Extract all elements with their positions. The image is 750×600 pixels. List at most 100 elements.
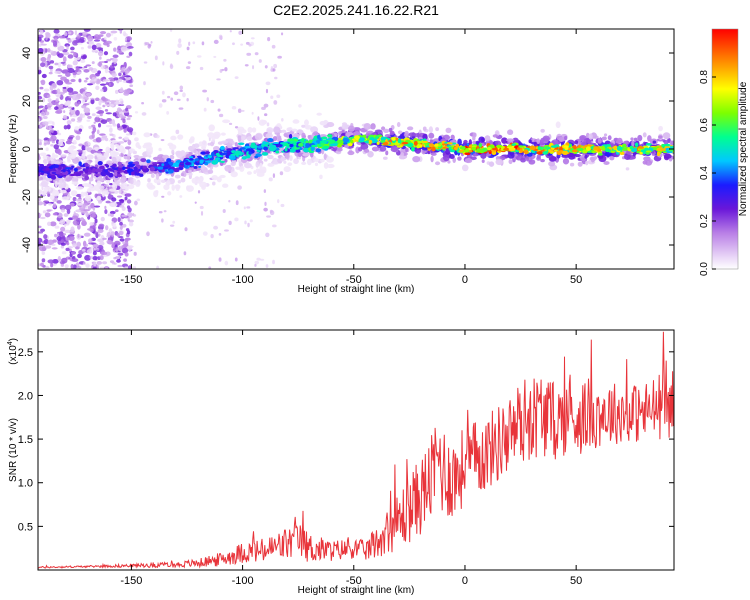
- ridge-halo-blob: [93, 147, 100, 151]
- noise-blob: [79, 217, 84, 221]
- noise-blob: [60, 242, 66, 246]
- ridge-core-blob: [45, 167, 50, 172]
- noise-blob: [126, 55, 131, 58]
- ridge-halo-blob: [528, 159, 536, 165]
- ridge-halo-blob: [568, 153, 576, 160]
- noise-blob: [56, 200, 62, 204]
- noise-blob: [77, 224, 81, 230]
- noise-blob: [222, 208, 226, 214]
- ridge-halo-blob: [162, 154, 170, 159]
- noise-blob: [52, 40, 58, 47]
- ridge-core-blob: [157, 166, 164, 170]
- noise-blob: [158, 103, 163, 108]
- ridge-halo-blob: [38, 176, 44, 181]
- snr-panel: -150 -100 -50 0 50 0.5 1.0 1.5 2.0 2.5 Height of…: [7, 329, 675, 596]
- noise-blob: [38, 66, 41, 71]
- noise-blob: [124, 252, 129, 257]
- noise-blob: [117, 217, 121, 223]
- ridge-core-blob: [508, 147, 516, 151]
- noise-blob: [123, 136, 129, 141]
- ridge-core-blob: [289, 148, 296, 153]
- ridge-halo-blob: [83, 191, 89, 197]
- ridge-core-blob: [84, 175, 90, 181]
- noise-blob: [121, 206, 126, 211]
- ridge-halo-blob: [254, 133, 263, 141]
- noise-blob: [270, 95, 274, 100]
- ridge-halo-blob: [177, 179, 182, 184]
- ridge-halo-blob: [180, 172, 185, 177]
- ridge-halo-blob: [298, 104, 302, 108]
- noise-blob: [201, 41, 205, 46]
- noise-blob: [83, 29, 91, 32]
- noise-blob: [185, 66, 191, 70]
- noise-blob: [104, 137, 109, 142]
- ridge-core-blob: [523, 149, 529, 155]
- noise-blob: [277, 199, 280, 204]
- noise-blob: [104, 109, 109, 112]
- noise-blob: [108, 82, 111, 86]
- noise-blob: [54, 106, 59, 111]
- ridge-halo-blob: [153, 190, 159, 198]
- ridge-core-blob: [610, 150, 616, 153]
- ridge-halo-blob: [630, 137, 634, 141]
- ridge-halo-blob: [196, 178, 203, 184]
- noise-blob: [124, 266, 128, 269]
- noise-blob: [100, 65, 106, 70]
- x-tick-label: 50: [570, 274, 582, 286]
- noise-blob: [273, 63, 278, 69]
- snr-xlabel: Height of straight line (km): [298, 585, 415, 596]
- noise-blob: [77, 253, 82, 259]
- ridge-halo-blob: [631, 140, 635, 147]
- noise-blob: [43, 234, 48, 240]
- noise-blob: [105, 200, 111, 204]
- noise-blob: [272, 173, 276, 178]
- ridge-core-blob: [245, 148, 253, 152]
- noise-blob: [144, 42, 150, 46]
- noise-blob: [234, 126, 239, 129]
- noise-blob: [126, 117, 131, 121]
- noise-blob: [224, 67, 228, 72]
- ridge-core-blob: [571, 149, 578, 153]
- noise-blob: [76, 209, 81, 212]
- ridge-core-blob: [491, 147, 499, 151]
- noise-blob: [104, 68, 109, 74]
- noise-blob: [178, 107, 184, 110]
- ridge-core-blob: [234, 150, 242, 154]
- ridge-core-blob: [142, 165, 147, 169]
- noise-blob: [110, 213, 114, 217]
- ridge-halo-blob: [494, 140, 502, 146]
- noise-blob: [99, 255, 104, 261]
- ridge-halo-blob: [662, 132, 671, 140]
- ridge-core-blob: [542, 151, 548, 155]
- ridge-halo-blob: [49, 194, 55, 201]
- noise-blob: [67, 106, 73, 109]
- noise-blob: [63, 125, 68, 130]
- noise-blob: [46, 103, 51, 108]
- noise-blob: [114, 209, 119, 213]
- noise-blob: [79, 95, 84, 99]
- noise-blob: [129, 84, 134, 88]
- ridge-halo-blob: [625, 167, 630, 171]
- noise-blob: [81, 218, 86, 224]
- ridge-core-blob: [38, 171, 41, 177]
- noise-blob: [125, 43, 129, 48]
- ridge-halo-blob: [574, 154, 581, 158]
- noise-blob: [56, 40, 60, 44]
- ridge-core-blob: [516, 147, 521, 151]
- x-tick-label: 50: [570, 575, 582, 587]
- ridge-core-blob: [645, 142, 652, 146]
- ridge-halo-blob: [261, 166, 267, 174]
- noise-blob: [74, 56, 81, 61]
- ridge-core-blob: [318, 137, 322, 141]
- noise-blob: [187, 61, 192, 65]
- noise-blob: [44, 212, 51, 218]
- noise-blob: [66, 124, 71, 130]
- noise-blob: [127, 212, 133, 218]
- ridge-halo-blob: [323, 162, 329, 169]
- ridge-core-blob: [434, 143, 439, 147]
- noise-blob: [213, 55, 217, 58]
- ridge-halo-blob: [408, 132, 417, 137]
- ridge-halo-blob: [188, 169, 192, 174]
- ridge-halo-blob: [251, 127, 257, 133]
- noise-blob: [231, 105, 237, 110]
